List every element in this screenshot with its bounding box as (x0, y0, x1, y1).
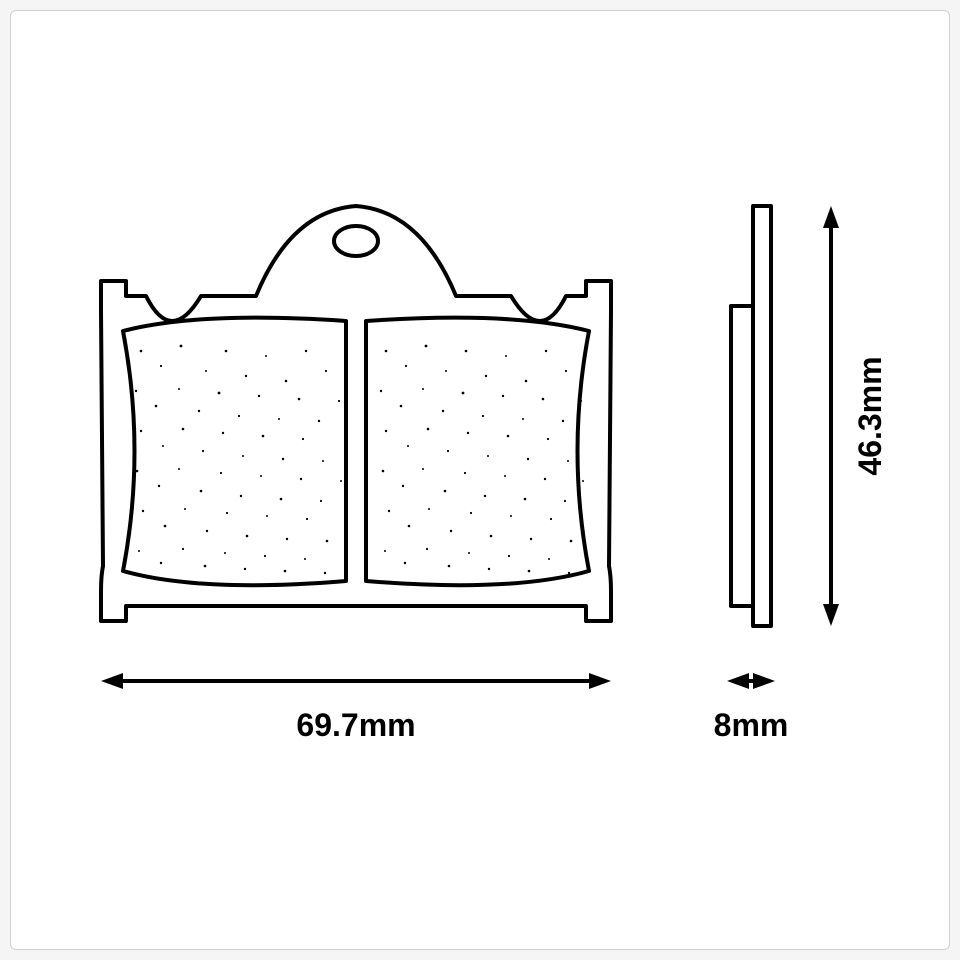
friction-pad-left (123, 318, 346, 586)
backing-plate-outline (101, 206, 611, 621)
height-label: 46.3mm (852, 356, 888, 475)
dimension-height: 46.3mm (823, 206, 888, 626)
side-friction-pad (731, 306, 753, 606)
friction-pad-right (366, 318, 589, 586)
speckle-texture-left (135, 345, 342, 575)
width-label: 69.7mm (296, 707, 415, 743)
dimension-width: 69.7mm (101, 673, 611, 743)
front-view (101, 206, 611, 621)
speckle-texture-right (380, 345, 584, 575)
side-view (731, 206, 771, 626)
dimension-thickness: 8mm (714, 673, 789, 743)
diagram-svg: 69.7mm 8mm 46.3mm (11, 11, 951, 951)
thickness-label: 8mm (714, 707, 789, 743)
diagram-frame: 69.7mm 8mm 46.3mm (10, 10, 950, 950)
mounting-hole (334, 226, 378, 256)
side-backing-plate (753, 206, 771, 626)
